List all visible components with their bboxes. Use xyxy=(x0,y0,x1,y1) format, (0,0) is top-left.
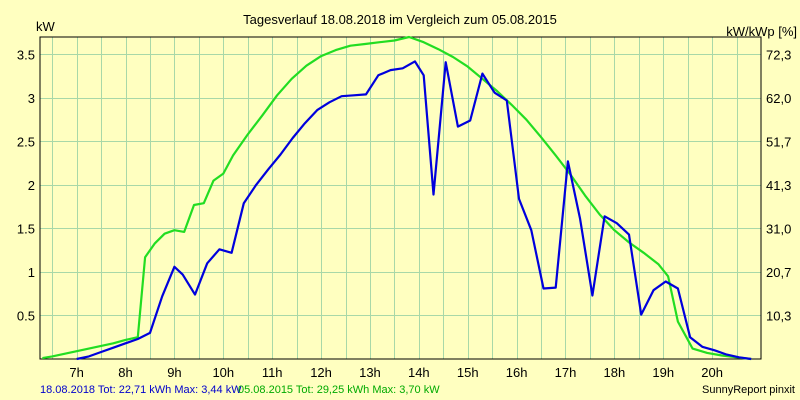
x-tick-label: 10h xyxy=(212,365,234,380)
credit-text: SunnyReport pinxit xyxy=(702,384,795,396)
x-tick-label: 20h xyxy=(701,365,723,380)
x-tick-label: 18h xyxy=(604,365,626,380)
y-axis-label-left: kW xyxy=(36,19,56,34)
chart-title: Tagesverlauf 18.08.2018 im Vergleich zum… xyxy=(243,12,557,27)
y-tick-label-left: 3 xyxy=(28,91,35,106)
x-tick-label: 8h xyxy=(118,365,132,380)
y-tick-label-left: 1 xyxy=(28,265,35,280)
y-tick-label-right: 20,7 xyxy=(766,265,791,280)
y-tick-label-left: 2.5 xyxy=(17,134,35,149)
x-tick-label: 11h xyxy=(262,365,283,380)
y-tick-label-left: 2 xyxy=(28,178,35,193)
x-tick-label: 15h xyxy=(457,365,479,380)
tick-labels: 7h 8h 9h 10h 11h 12h 13h 14h 15h 16h 17h 18h 19h 20h 0… xyxy=(17,47,791,380)
y-tick-label-left: 3.5 xyxy=(17,47,35,62)
y-tick-label-right: 41,3 xyxy=(766,178,791,193)
y-tick-label-left: 0.5 xyxy=(17,308,35,323)
y-tick-label-right: 72,3 xyxy=(766,47,791,62)
y-tick-label-right: 31,0 xyxy=(766,221,791,236)
y-tick-label-left: 1.5 xyxy=(17,221,35,236)
legend-series-2018: 18.08.2018 Tot: 22,71 kWh Max: 3,44 kW xyxy=(40,384,242,396)
x-tick-label: 13h xyxy=(359,365,381,380)
x-tick-label: 19h xyxy=(652,365,674,380)
series-line-2015 xyxy=(42,35,752,361)
series-line-2018 xyxy=(76,60,752,361)
x-tick-label: 16h xyxy=(506,365,528,380)
x-tick-label: 17h xyxy=(555,365,577,380)
x-tick-label: 7h xyxy=(69,365,83,380)
y-tick-label-right: 10,3 xyxy=(766,308,791,323)
plot-frame xyxy=(39,36,762,360)
series-lines xyxy=(42,35,752,361)
y-tick-label-right: 51,7 xyxy=(766,134,791,149)
y-tick-label-right: 62,0 xyxy=(766,91,791,106)
y-axis-label-right: kW/kWp [%] xyxy=(726,24,797,39)
legend-series-2015: 05.08.2015 Tot: 29,25 kWh Max: 3,70 kW xyxy=(238,384,440,396)
grid xyxy=(40,37,761,359)
x-tick-label: 9h xyxy=(167,365,181,380)
x-tick-label: 14h xyxy=(408,365,430,380)
x-tick-label: 12h xyxy=(310,365,332,380)
